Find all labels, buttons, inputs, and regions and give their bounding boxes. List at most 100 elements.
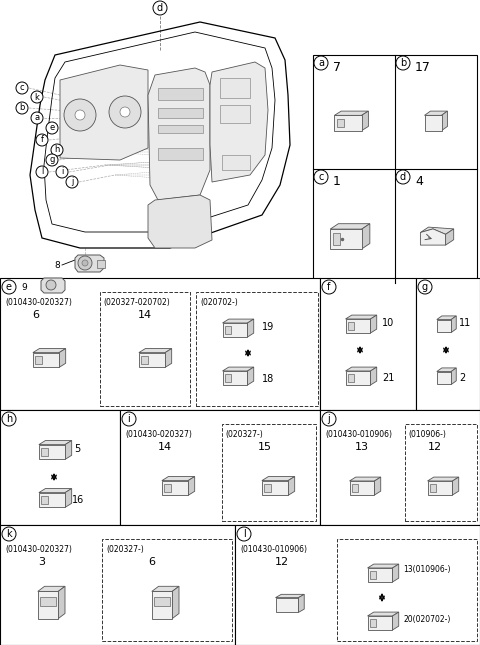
Text: 20(020702-): 20(020702-): [403, 615, 450, 624]
Bar: [100, 292, 190, 406]
Text: 4: 4: [415, 175, 423, 188]
Polygon shape: [299, 594, 304, 612]
Bar: [348, 374, 354, 382]
Text: h: h: [54, 146, 60, 155]
Polygon shape: [39, 441, 72, 444]
Bar: [162, 481, 188, 495]
Text: 14: 14: [158, 442, 172, 452]
Bar: [222, 155, 250, 170]
Polygon shape: [38, 586, 65, 591]
Text: 9: 9: [21, 284, 27, 292]
Circle shape: [82, 260, 88, 266]
Bar: [33, 353, 59, 368]
Text: d: d: [157, 3, 163, 13]
Circle shape: [322, 280, 336, 294]
Text: f: f: [40, 135, 44, 144]
Circle shape: [2, 412, 16, 426]
Text: 13: 13: [355, 442, 369, 452]
Text: 5: 5: [74, 444, 80, 454]
Bar: [430, 484, 436, 492]
Bar: [330, 229, 362, 249]
Polygon shape: [165, 348, 172, 368]
Polygon shape: [445, 229, 454, 245]
Polygon shape: [428, 477, 459, 481]
Circle shape: [36, 166, 48, 178]
Polygon shape: [424, 111, 447, 115]
Polygon shape: [276, 594, 304, 598]
Text: (020327-): (020327-): [225, 430, 263, 439]
Bar: [337, 539, 477, 641]
Polygon shape: [368, 564, 399, 568]
Polygon shape: [371, 367, 377, 385]
Polygon shape: [262, 477, 295, 481]
Bar: [335, 115, 361, 131]
Polygon shape: [148, 68, 210, 200]
Circle shape: [51, 144, 63, 156]
Polygon shape: [349, 477, 381, 481]
Polygon shape: [393, 612, 399, 630]
Bar: [223, 371, 248, 385]
Bar: [337, 119, 344, 127]
Text: e: e: [6, 282, 12, 292]
Bar: [38, 591, 58, 619]
Polygon shape: [41, 278, 65, 293]
Polygon shape: [33, 348, 66, 353]
Polygon shape: [148, 195, 212, 248]
Text: l: l: [242, 529, 245, 539]
Bar: [368, 616, 393, 630]
Polygon shape: [437, 368, 456, 372]
Circle shape: [66, 176, 78, 188]
Circle shape: [56, 166, 68, 178]
Text: d: d: [400, 172, 406, 182]
Bar: [348, 322, 354, 330]
Bar: [405, 424, 477, 521]
Circle shape: [314, 56, 328, 70]
Bar: [333, 233, 340, 245]
Polygon shape: [162, 477, 195, 481]
Bar: [0, 278, 320, 410]
Text: 6: 6: [148, 557, 155, 567]
Circle shape: [31, 112, 43, 124]
Polygon shape: [65, 441, 72, 459]
Circle shape: [31, 91, 43, 103]
Bar: [349, 481, 374, 495]
Bar: [262, 481, 288, 495]
Polygon shape: [58, 586, 65, 619]
Text: (020327-020702): (020327-020702): [103, 298, 170, 307]
Polygon shape: [346, 315, 377, 319]
Polygon shape: [248, 319, 254, 337]
Polygon shape: [60, 65, 148, 160]
Bar: [102, 539, 232, 641]
Bar: [158, 125, 203, 133]
Text: b: b: [400, 58, 406, 68]
Bar: [370, 619, 376, 627]
Text: 6: 6: [32, 310, 39, 320]
Circle shape: [322, 412, 336, 426]
Bar: [97, 260, 105, 268]
Bar: [158, 88, 203, 100]
Polygon shape: [442, 111, 447, 131]
Bar: [41, 496, 48, 504]
Text: 15: 15: [258, 442, 272, 452]
Text: f: f: [327, 282, 331, 292]
Text: (010430-020327): (010430-020327): [5, 545, 72, 554]
Bar: [120, 410, 320, 525]
Text: (010430-020327): (010430-020327): [125, 430, 192, 439]
Polygon shape: [368, 612, 399, 616]
Polygon shape: [188, 477, 195, 495]
Text: a: a: [35, 114, 39, 123]
Circle shape: [237, 527, 251, 541]
Circle shape: [36, 134, 48, 146]
Bar: [158, 108, 203, 118]
Text: (010906-): (010906-): [408, 430, 446, 439]
Circle shape: [109, 96, 141, 128]
Circle shape: [314, 170, 328, 184]
Bar: [139, 353, 165, 368]
Bar: [36, 356, 42, 364]
Polygon shape: [374, 477, 381, 495]
Text: a: a: [318, 58, 324, 68]
Text: 12: 12: [428, 442, 442, 452]
Bar: [0, 410, 120, 525]
Text: (020327-): (020327-): [106, 545, 144, 554]
Text: (010430-010906): (010430-010906): [240, 545, 307, 554]
